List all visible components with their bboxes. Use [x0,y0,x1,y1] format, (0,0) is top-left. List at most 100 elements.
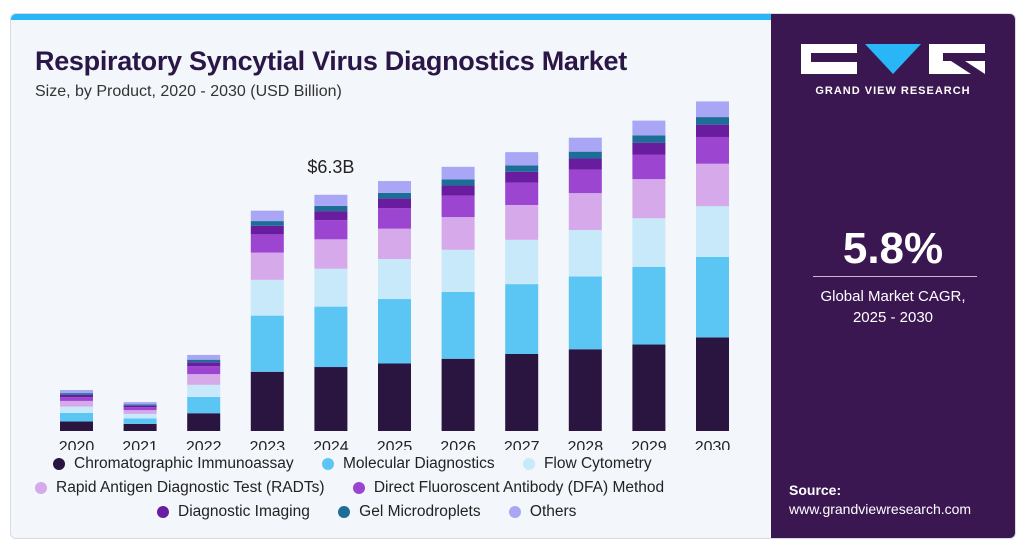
legend-swatch [522,458,535,470]
cagr-divider [813,276,977,277]
x-tick-label: 2022 [186,439,222,450]
bar-segment [187,362,221,367]
bar-segment [696,337,729,431]
bar-segment [187,396,221,414]
bar-segment [123,402,157,405]
bar-segment [60,406,93,413]
bar-segment [441,179,475,186]
bar-segment [250,252,284,280]
x-tick-label: 2023 [250,439,286,450]
bar-segment [123,423,157,431]
bar-segment [568,349,602,431]
bar-segment [632,154,666,180]
bar-segment [568,276,602,350]
legend-swatch [338,506,351,518]
legend-item: Gel Microdroplets [338,503,481,521]
legend-label: Flow Cytometry [543,455,652,472]
cagr-label: Global Market CAGR, 2025 - 2030 [771,286,1015,328]
bar-segment [441,249,475,292]
bar-segment [505,354,539,431]
x-tick-label: 2025 [377,439,413,450]
bar-segment [123,405,157,408]
bar-segment [314,367,348,431]
bar-segment [60,412,93,422]
legend-swatch [53,458,65,470]
chart-panel: Respiratory Syncytial Virus Diagnostics … [11,20,771,538]
bar-segment [378,258,411,300]
stacked-bar-chart: 2020 2021 2022 2023 2024 $6.3B 2025 2026 2027 202… [59,101,730,450]
bar-segment [505,204,539,240]
x-tick-label: 2021 [122,439,158,450]
bar-segment [314,306,348,368]
legend-item: Chromatographic Immunoassay [53,455,294,473]
x-tick-label: 2024 [313,439,349,450]
bar-segment [314,220,348,240]
bar-segment [60,421,93,431]
legend-label: Direct Fluoroscent Antibody (DFA) Method [373,479,665,496]
chart-subtitle: Size, by Product, 2020 - 2030 (USD Billi… [35,83,342,100]
bar-segment [568,169,602,194]
chart-title: Respiratory Syncytial Virus Diagnostics … [35,46,627,76]
bar-segment [632,142,666,155]
x-tick-label: 2029 [631,439,667,450]
bar-segment [187,374,221,385]
bar-segment [250,234,284,253]
bar-segment [568,137,602,152]
bar-segment [441,185,475,196]
cagr-label-line1: Global Market CAGR, [820,288,966,305]
bar-segment [60,390,93,394]
bar-segment [696,136,729,164]
bar-segment [378,192,411,199]
legend-label: Rapid Antigen Diagnostic Test (RADTs) [56,479,325,496]
bar-segment [505,239,539,285]
bar-segment [378,198,411,209]
bar-segment [505,284,539,354]
x-tick-label: 2026 [440,439,476,450]
bar-segment [123,407,157,411]
bar-segment [696,256,729,338]
accent-bar [11,14,771,20]
bar-segment [378,363,411,431]
bar-segment [568,158,602,170]
bar-segment [314,239,348,269]
bar-segment [632,120,666,136]
bar-segment [632,344,666,431]
bar-segment [187,384,221,397]
brand-name: GRAND VIEW RESEARCH [815,85,971,97]
legend-swatch [508,506,521,518]
legend-item: Diagnostic Imaging [157,503,310,521]
bar-segment [568,193,602,231]
bar-segment [187,354,221,360]
legend-item: Direct Fluoroscent Antibody (DFA) Method [352,479,665,497]
legend-item: Flow Cytometry [522,455,652,473]
bar-segment [696,117,729,125]
data-annotation: $6.3B [307,157,354,177]
bar-segment [441,291,475,359]
cagr-value: 5.8% [842,224,944,273]
bar-segment [505,171,539,183]
bar-segment [568,230,602,277]
legend-row-3: Diagnostic Imaging Gel Microdroplets Oth… [157,503,600,523]
bar-segment [378,208,411,229]
bar-segment [250,371,284,431]
source-url: www.grandviewresearch.com [789,501,972,517]
bar-segment [314,268,348,307]
bar-segment [250,221,284,226]
bar-segment [505,152,539,166]
legend-row-2: Rapid Antigen Diagnostic Test (RADTs) Di… [35,479,688,499]
source-label: Source: [789,482,842,498]
bar-segment [441,166,475,180]
bar-segment [60,393,93,395]
bar-segment [60,400,93,407]
bar-segment [314,205,348,212]
bar-segment [123,404,157,406]
bar-segment [696,101,729,118]
bar-segment [60,394,93,398]
bar-segment [187,413,221,431]
bar-segment [632,135,666,143]
bar-segment [632,266,666,345]
bar-segment [696,124,729,137]
legend-label: Others [529,503,577,520]
bar-segment [314,194,348,206]
bar-segment [568,151,602,159]
